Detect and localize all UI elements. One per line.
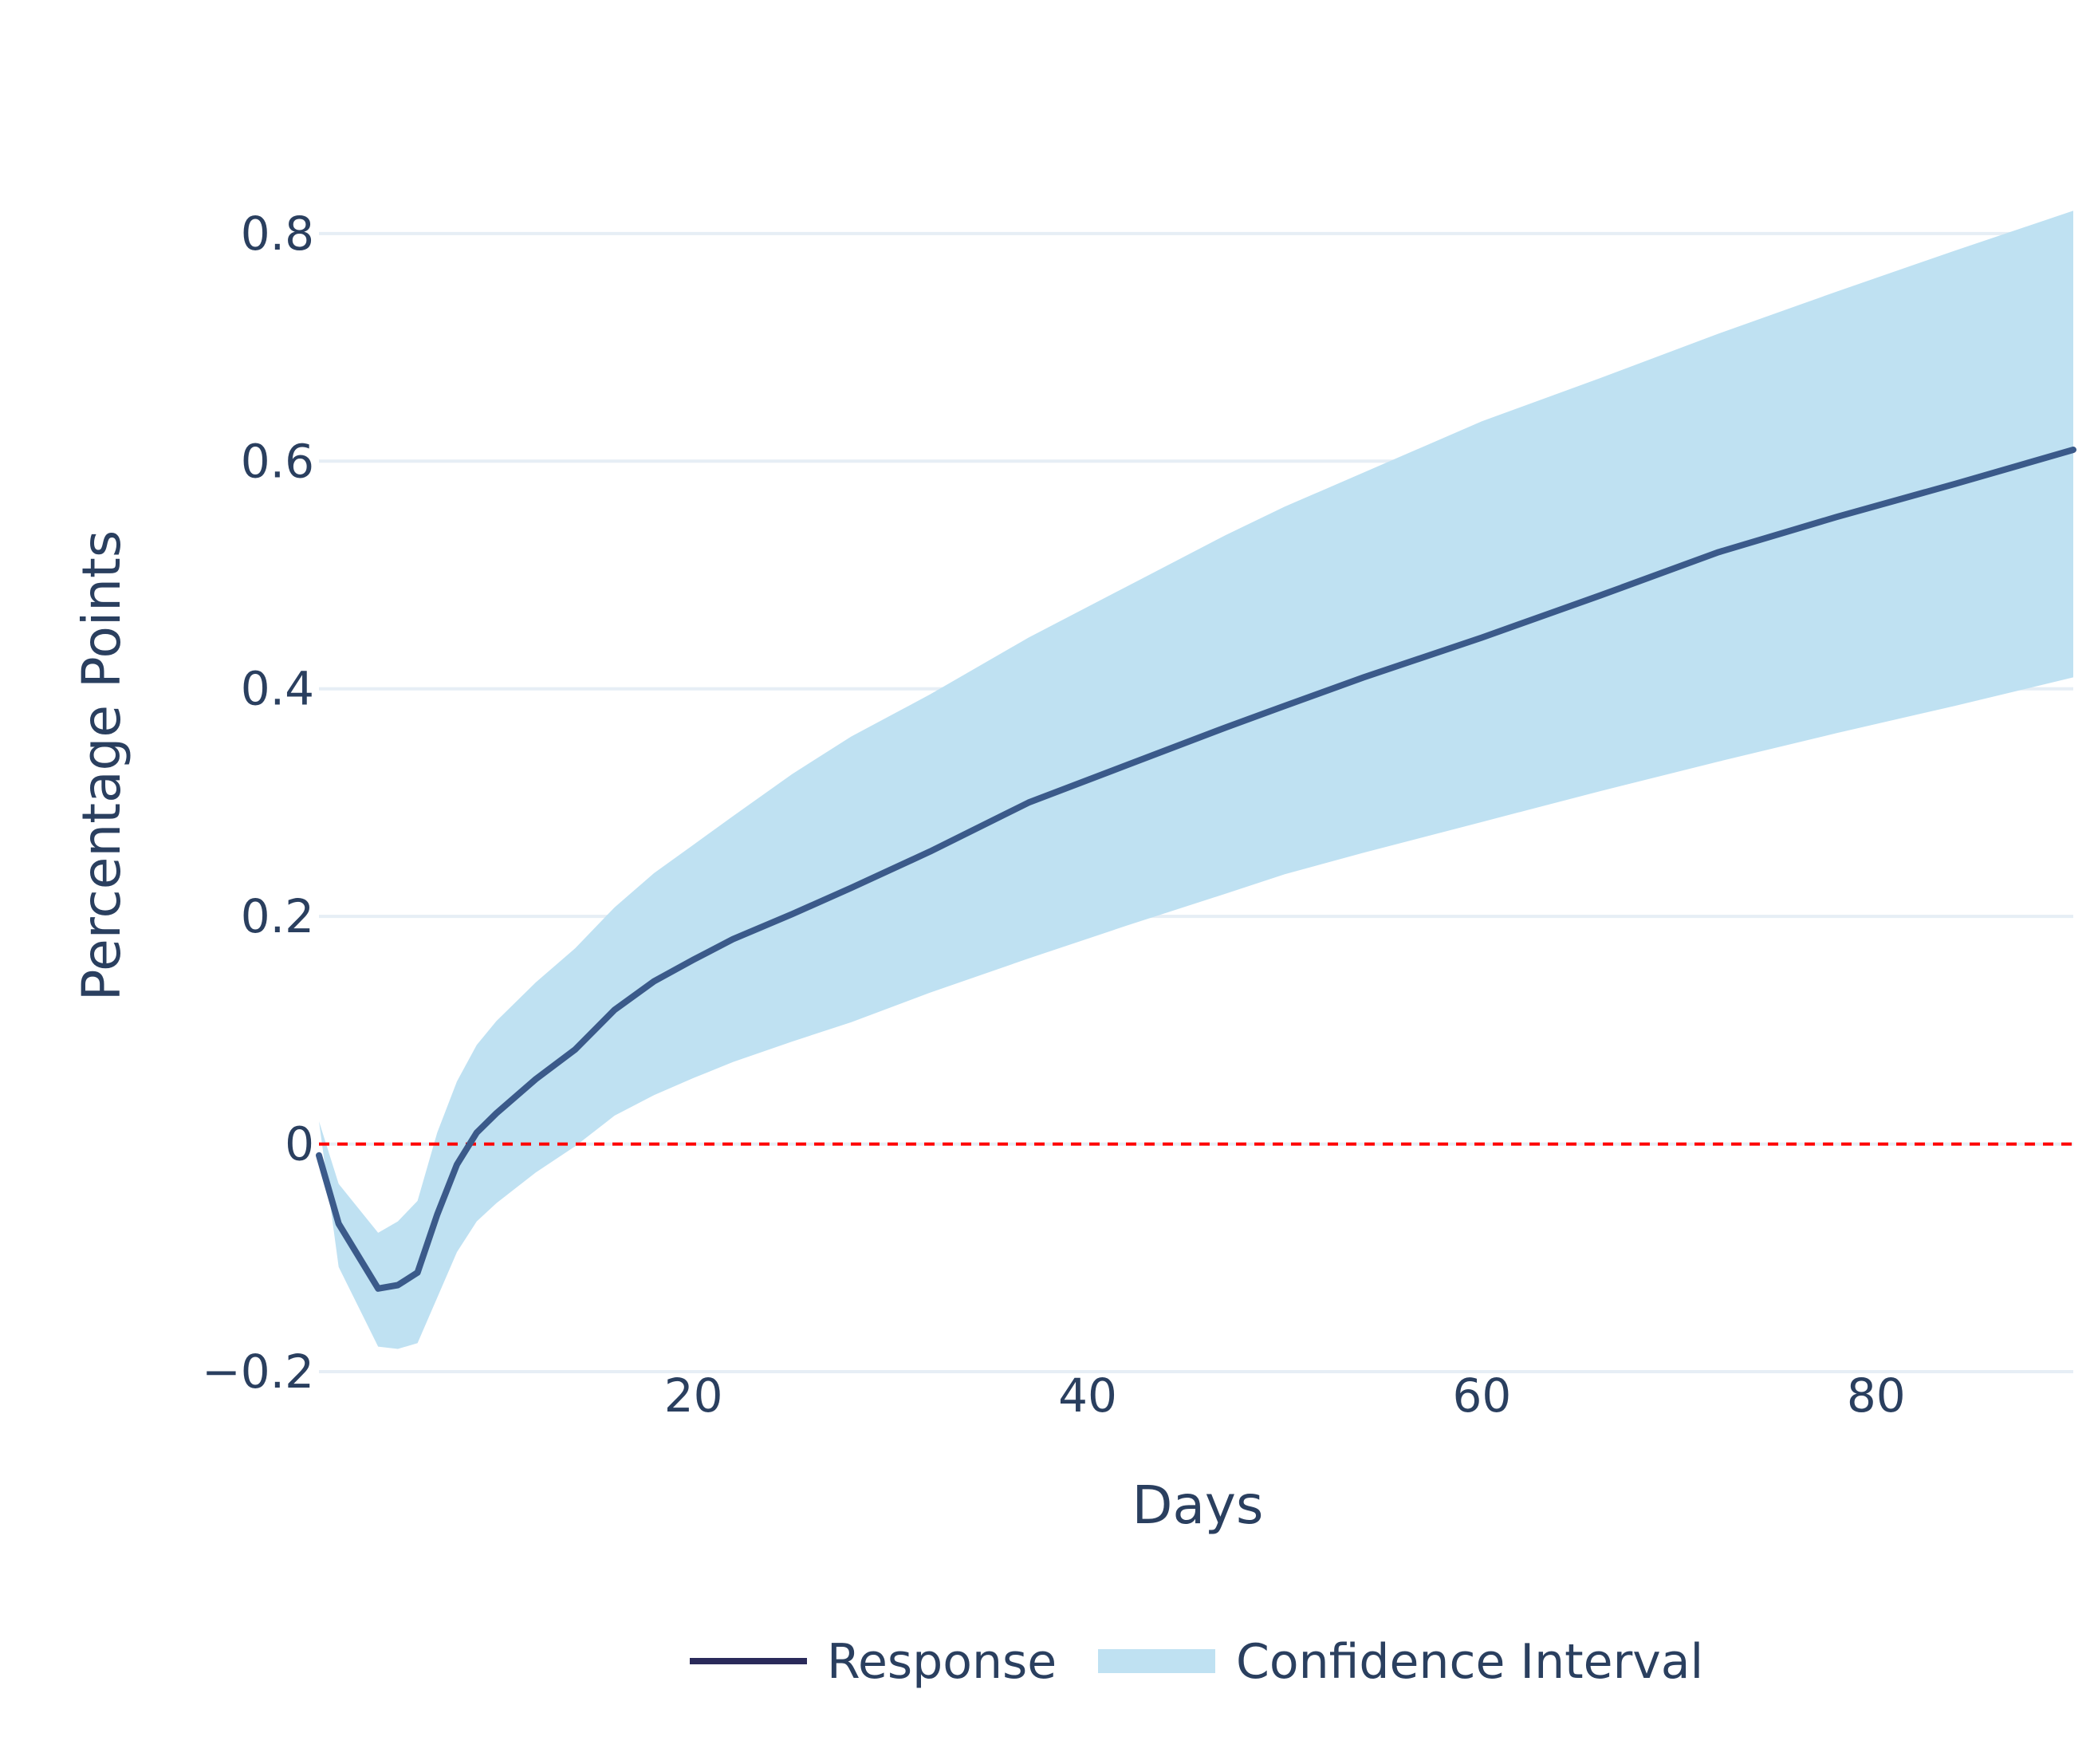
x-tick-label: 80 <box>1847 1368 1906 1423</box>
x-tick-label: 20 <box>664 1368 723 1423</box>
y-tick-label: 0.4 <box>241 662 314 716</box>
x-tick-label: 40 <box>1058 1368 1117 1423</box>
x-axis-title: Days <box>1132 1475 1264 1536</box>
y-tick-label: 0.8 <box>241 207 314 261</box>
confidence-band-layer <box>319 211 2073 1349</box>
response-line-layer <box>316 447 2076 1292</box>
y-tick-label: −0.2 <box>202 1345 314 1399</box>
legend-response-label: Response <box>827 1634 1057 1690</box>
y-tick-label: 0 <box>285 1117 314 1171</box>
x-axis-ticks: 20 40 60 80 <box>664 1368 1906 1423</box>
legend-band-swatch <box>1098 1649 1215 1673</box>
confidence-interval-band <box>319 211 2073 1349</box>
y-axis-title: Percentage Points <box>71 530 132 1002</box>
x-tick-label: 60 <box>1453 1368 1512 1423</box>
response-line <box>316 447 2076 1292</box>
y-tick-label: 0.2 <box>241 889 314 943</box>
legend: Response Confidence Interval <box>690 1634 1703 1690</box>
y-tick-label: 0.6 <box>241 434 314 488</box>
legend-band-label: Confidence Interval <box>1236 1634 1703 1690</box>
y-axis-ticks: −0.2 0 0.2 0.4 0.6 0.8 <box>202 207 314 1399</box>
